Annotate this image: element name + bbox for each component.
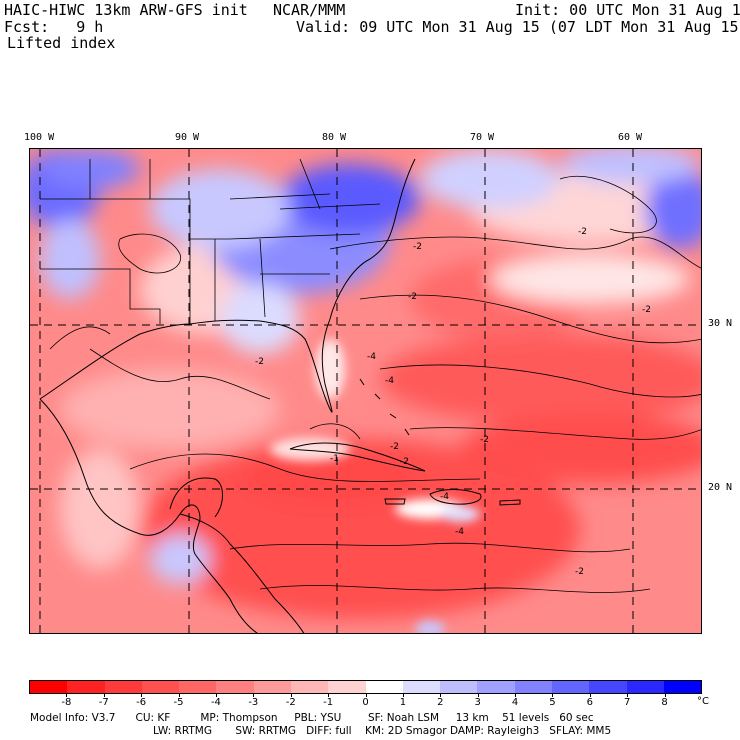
lon-label-80w: 80 W	[322, 132, 347, 143]
colorbar-cell	[30, 681, 68, 693]
colorbar-cell	[440, 681, 478, 693]
colorbar-label: 0	[362, 697, 369, 708]
colorbar-cell	[179, 681, 217, 693]
colorbar-tick	[478, 694, 479, 697]
colorbar-tick	[328, 694, 329, 697]
contour-label: -2	[575, 567, 584, 577]
colorbar-cell	[67, 681, 105, 693]
lat-label-30n: 30 N	[708, 318, 733, 329]
colorbar-label: 8	[661, 697, 668, 708]
colorbar-tick	[590, 694, 591, 697]
colorbar-tick	[141, 694, 142, 697]
colorbar	[29, 680, 702, 694]
colorbar-label: -6	[136, 697, 147, 708]
colorbar-tick	[627, 694, 628, 697]
colorbar-cell	[253, 681, 291, 693]
colorbar-label: -4	[210, 697, 221, 708]
model-info-line1: Model Info: V3.7 CU: KF MP: Thompson PBL…	[30, 712, 594, 724]
colorbar-label: 6	[586, 697, 594, 708]
graticule	[30, 149, 701, 633]
colorbar-tick	[403, 694, 404, 697]
colorbar-cell	[626, 681, 664, 693]
colorbar-tick	[366, 694, 367, 697]
colorbar-cell	[216, 681, 254, 693]
contour-label: -2	[408, 292, 417, 302]
contour-label: -2	[390, 442, 399, 452]
model-info-line2: LW: RRTMG SW: RRTMG DIFF: full KM: 2D Sm…	[153, 725, 612, 737]
colorbar-cell	[551, 681, 590, 693]
init-time: Init: 00 UTC Mon 31 Aug 15	[515, 1, 740, 19]
colorbar-cell	[141, 681, 180, 693]
colorbar-label: 7	[624, 697, 631, 708]
valid-time: Valid: 09 UTC Mon 31 Aug 15 (07 LDT Mon …	[296, 18, 740, 36]
organization-label: NCAR/MMM	[273, 1, 346, 19]
colorbar-label: 3	[474, 697, 481, 708]
forecast-hour: Fcst: 9 h	[4, 18, 104, 36]
contour-label: -4	[367, 352, 376, 362]
colorbar-cell	[589, 681, 627, 693]
model-title: HAIC-HIWC 13km ARW-GFS init	[4, 1, 248, 19]
map-svg: -2 -2 -2 -2 -2 -2 -4 -4 -4 -4 -2 -2 -1 -…	[30, 149, 701, 633]
lon-label-90w: 90 W	[175, 132, 200, 143]
colorbar-cell	[663, 681, 702, 693]
contour-label: -2	[642, 305, 651, 315]
contour-label: -2	[400, 457, 409, 467]
state-borders	[40, 158, 381, 324]
colorbar-tick	[665, 694, 666, 697]
colorbar-label: -1	[323, 697, 334, 708]
colorbar-label: 4	[511, 697, 519, 708]
colorbar-label: 1	[399, 697, 407, 708]
colorbar-unit: °C	[697, 696, 709, 707]
lon-label-60w: 60 W	[618, 132, 643, 143]
contour-label: -2	[413, 242, 422, 252]
lon-label-70w: 70 W	[470, 132, 495, 143]
field-shading	[30, 149, 701, 619]
colorbar-label: -8	[61, 697, 72, 708]
colorbar-cell	[514, 681, 552, 693]
colorbar-tick	[291, 694, 292, 697]
contour-label: -2	[480, 435, 489, 445]
contour-label: -4	[440, 492, 449, 502]
colorbar-cell	[328, 681, 366, 693]
colorbar-tick	[216, 694, 217, 697]
contour-label: -2	[255, 357, 264, 367]
colorbar-label: 2	[437, 697, 444, 708]
contour-label: -4	[455, 527, 464, 537]
lat-label-20n: 20 N	[708, 482, 733, 493]
contour-label: -2	[578, 227, 587, 237]
colorbar-label: -7	[98, 697, 109, 708]
lon-label-100w: 100 W	[24, 132, 55, 143]
colorbar-cell	[402, 681, 441, 693]
colorbar-tick	[66, 694, 67, 697]
colorbar-label: -5	[173, 697, 184, 708]
colorbar-cell	[477, 681, 515, 693]
field-name: Lifted index	[7, 34, 116, 52]
colorbar-tick	[552, 694, 553, 697]
colorbar-cell	[104, 681, 142, 693]
colorbar-tick	[515, 694, 516, 697]
colorbar-cell	[365, 681, 403, 693]
colorbar-tick	[104, 694, 105, 697]
colorbar-tick	[179, 694, 180, 697]
lifted-index-map: -2 -2 -2 -2 -2 -2 -4 -4 -4 -4 -2 -2 -1 -…	[29, 148, 702, 634]
colorbar-tick	[440, 694, 441, 697]
colorbar-label: 5	[549, 697, 556, 708]
contours	[49, 175, 701, 593]
contour-label: -4	[385, 376, 394, 386]
contour-label-group: -2 -2 -2 -2 -2 -2 -4 -4 -4 -4 -2 -2 -1 -…	[255, 227, 651, 577]
colorbar-tick	[253, 694, 254, 697]
colorbar-label: -2	[285, 697, 296, 708]
colorbar-label: -3	[248, 697, 259, 708]
colorbar-cell	[290, 681, 329, 693]
contour-label: -1	[330, 454, 339, 464]
